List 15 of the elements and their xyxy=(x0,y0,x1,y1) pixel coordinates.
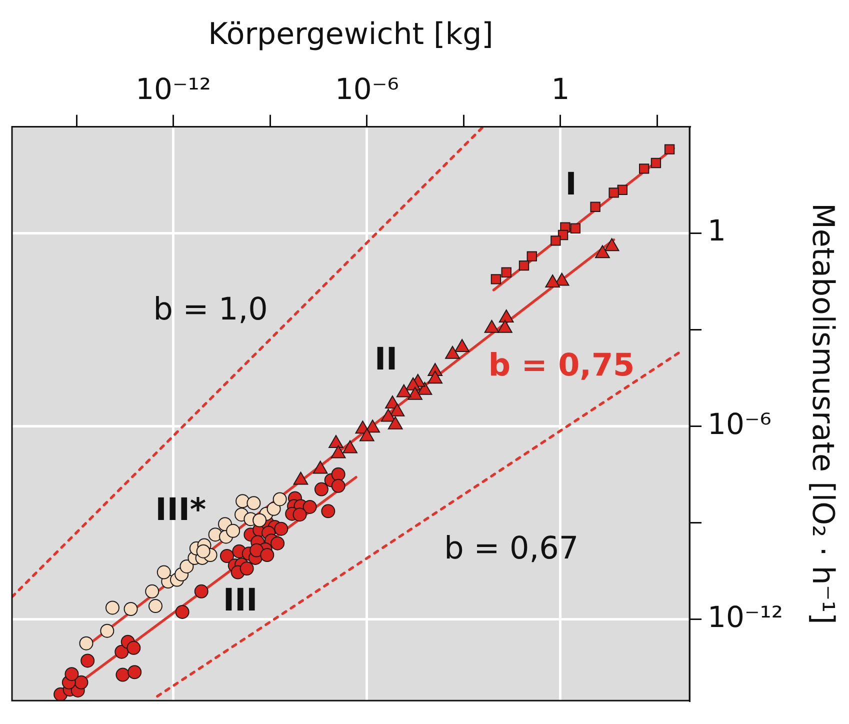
series-label: III xyxy=(223,582,258,619)
x-tick-label: 10⁻¹² xyxy=(136,72,212,106)
x-axis-title: Körpergewicht [kg] xyxy=(208,16,494,52)
series-label: I xyxy=(565,166,577,203)
annotation: b = 1,0 xyxy=(153,292,268,328)
annotation: b = 0,67 xyxy=(444,530,579,566)
x-tick-label: 10⁻⁶ xyxy=(334,72,399,106)
series-label: III* xyxy=(155,492,206,528)
x-tick-label: 1 xyxy=(551,72,570,106)
y-tick-label: 10⁻¹² xyxy=(708,600,784,634)
y-tick-label: 1 xyxy=(708,214,726,248)
y-axis-title: Metabolismusrate [lO₂ · h⁻¹] xyxy=(805,202,840,624)
y-tick-label: 10⁻⁶ xyxy=(708,406,772,441)
series-label: b = 0,75 xyxy=(488,347,635,384)
series-label: II xyxy=(374,342,398,378)
